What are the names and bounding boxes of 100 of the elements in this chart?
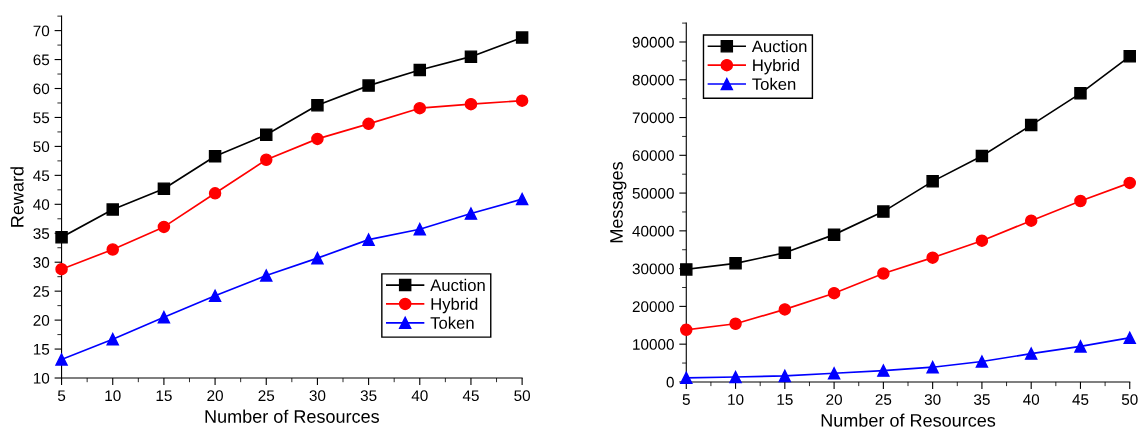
point (1024, 347, 1038, 360)
point (926, 175, 939, 188)
y-tick-label: 20000 (632, 301, 674, 313)
point (1074, 194, 1087, 208)
point (55, 262, 68, 276)
y-tick-label: 70000 (632, 112, 674, 124)
point (413, 101, 427, 115)
x-tick-label: 20 (207, 390, 223, 402)
point (208, 150, 222, 163)
legend-label: Token (752, 77, 796, 91)
point (975, 149, 989, 163)
y-tick-label: 10 (33, 372, 50, 384)
point (680, 323, 693, 337)
point (464, 207, 478, 220)
y-tick-label: 20 (33, 314, 50, 326)
point (515, 31, 529, 44)
y-tick-label: 50 (33, 141, 50, 153)
x-axis-title: Number of Resources (821, 413, 996, 427)
point (464, 50, 478, 63)
point (311, 251, 324, 265)
point (362, 117, 375, 131)
y-tick-label: 10000 (633, 339, 674, 350)
point (106, 332, 119, 346)
point (311, 132, 324, 146)
point (827, 366, 841, 380)
point (157, 182, 171, 195)
point (260, 153, 273, 166)
point (157, 220, 171, 234)
x-tick-label: 25 (875, 394, 892, 405)
x-tick-label: 50 (1121, 394, 1138, 405)
legend-label: Token (430, 316, 474, 329)
point (208, 187, 222, 200)
point (260, 128, 273, 142)
y-tick-label: 60000 (632, 150, 674, 161)
point (1024, 214, 1038, 227)
y-tick-label: 55 (33, 112, 50, 124)
point (827, 228, 841, 241)
y-tick-label: 30000 (632, 263, 674, 275)
x-tick-label: 25 (258, 390, 275, 402)
point (877, 267, 890, 280)
point (1123, 331, 1136, 344)
point (208, 289, 222, 303)
point (413, 222, 427, 236)
point (975, 355, 989, 368)
x-tick-label: 30 (924, 394, 941, 405)
y-tick-label: 40000 (632, 225, 674, 237)
x-tick-label: 5 (57, 390, 66, 402)
x-tick-label: 45 (462, 390, 479, 402)
point (464, 97, 478, 111)
point (1024, 118, 1038, 132)
x-tick-label: 30 (309, 390, 326, 402)
x-tick-label: 15 (777, 394, 793, 405)
point (55, 231, 68, 244)
x-axis-title: Number of Resources (205, 409, 379, 423)
point (106, 243, 119, 256)
point (877, 364, 890, 377)
point (515, 192, 529, 206)
point (729, 257, 742, 270)
point (926, 360, 939, 374)
point (260, 269, 273, 282)
y-tick-label: 50000 (632, 187, 674, 199)
point (413, 63, 427, 77)
y-tick-label: 25 (33, 286, 50, 297)
point (729, 317, 742, 331)
y-axis-title: Messages (610, 162, 627, 243)
point (877, 205, 890, 218)
point (311, 99, 324, 112)
point (778, 369, 792, 383)
point (362, 233, 375, 246)
point (680, 371, 693, 385)
x-tick-label: 10 (728, 394, 744, 405)
y-tick-label: 35 (33, 228, 50, 239)
legend-label: Auction (751, 40, 807, 53)
y-tick-label: 0 (666, 376, 674, 388)
point (106, 203, 119, 216)
y-axis-title: Reward (10, 167, 24, 227)
x-tick-label: 35 (974, 394, 990, 405)
point (827, 286, 841, 300)
y-tick-label: 80000 (632, 74, 674, 86)
y-tick-label: 60 (33, 83, 50, 95)
y-tick-label: 15 (33, 344, 50, 355)
legend-label: Hybrid (431, 297, 478, 314)
y-tick-label: 65 (33, 54, 50, 66)
x-tick-label: 15 (156, 390, 172, 402)
x-tick-label: 20 (826, 394, 842, 405)
point (515, 94, 529, 107)
y-tick-label: 40 (33, 199, 50, 210)
legend-label: Hybrid (753, 58, 799, 75)
point (1123, 176, 1136, 190)
point (1074, 340, 1087, 353)
point (157, 310, 171, 324)
y-tick-label: 30 (33, 257, 50, 268)
y-tick-label: 90000 (632, 36, 674, 48)
x-tick-label: 50 (514, 390, 531, 402)
y-tick-label: 45 (33, 170, 50, 182)
x-tick-label: 5 (682, 394, 690, 405)
x-tick-label: 35 (360, 390, 377, 402)
point (778, 303, 792, 316)
x-tick-label: 45 (1072, 394, 1089, 405)
point (55, 353, 68, 366)
